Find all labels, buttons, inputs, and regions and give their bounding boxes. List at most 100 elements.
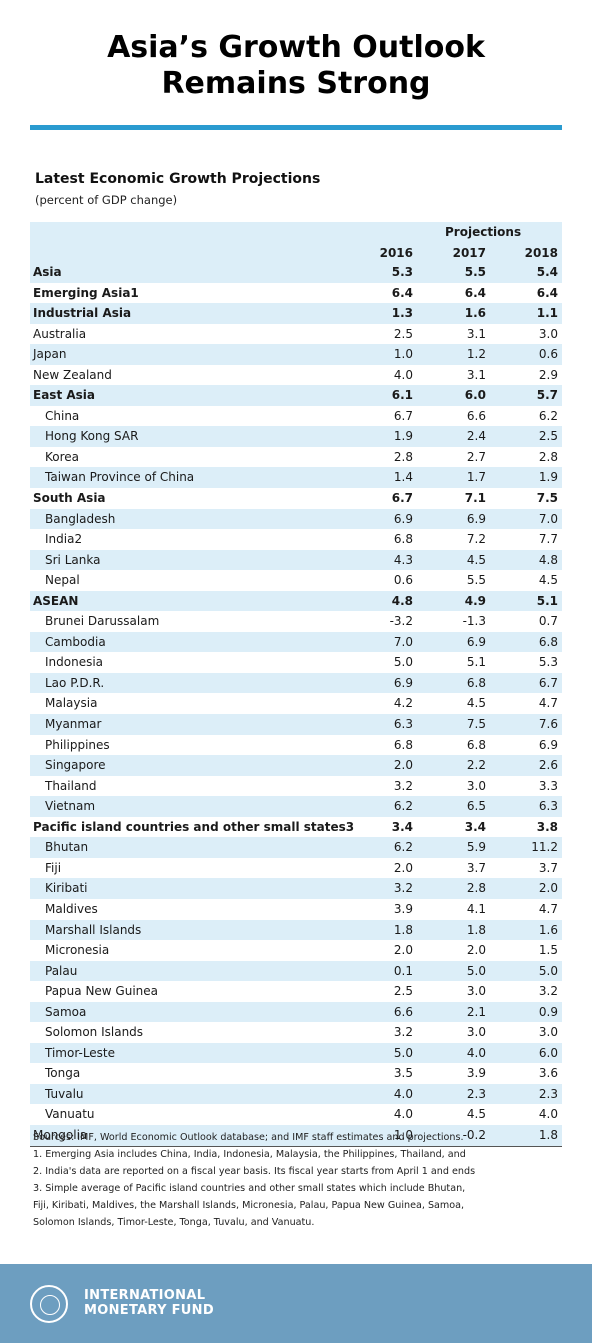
row-label: Sri Lanka	[45, 552, 101, 567]
row-label: Korea	[45, 449, 80, 464]
value-2017: 6.6	[466, 408, 486, 423]
row-label: Lao P.D.R.	[45, 675, 105, 690]
table-row: South Asia 6.7 7.1 7.5	[30, 488, 562, 509]
value-2018: 1.8	[538, 1127, 558, 1142]
value-2018: 6.3	[538, 799, 558, 814]
value-2018: 5.7	[536, 388, 558, 403]
value-2017: 4.0	[466, 1045, 486, 1060]
row-label: Marshall Islands	[45, 922, 142, 937]
value-2018: 2.5	[538, 429, 558, 444]
table-row: Marshall Islands 1.8 1.8 1.6	[30, 919, 562, 941]
table-row: Fiji 2.0 3.7 3.7	[30, 858, 562, 879]
value-2016: 6.2	[393, 799, 413, 814]
value-2017: 6.5	[466, 799, 486, 814]
table-row: China 6.7 6.6 6.2	[30, 406, 562, 427]
value-2016: 0.6	[393, 573, 413, 588]
value-2018: 6.8	[538, 634, 558, 649]
value-2016: 2.8	[393, 449, 413, 464]
table-body: Asia 5.3 5.5 5.4 Emerging Asia1 6.4 6.4 6.4 Indu…	[30, 262, 562, 1146]
row-label: ASEAN	[33, 593, 79, 608]
value-2018: 1.5	[538, 943, 558, 958]
imf-logo-text[interactable]: INTERNATIONAL MONETARY FUND	[84, 1288, 214, 1318]
value-2018: 2.3	[538, 1086, 558, 1101]
row-label: Malaysia	[45, 696, 98, 711]
value-2016: 2.0	[393, 943, 413, 958]
value-2016: 1.0	[393, 1127, 413, 1142]
table-row: Mongolia 1.0 -0.2 1.8	[30, 1124, 562, 1146]
note-2: 2. India's data are reported on a fiscal…	[33, 1166, 476, 1177]
value-2017: -0.2	[462, 1127, 486, 1142]
value-2017: 6.9	[466, 634, 486, 649]
table-row: Korea 2.8 2.7 2.8	[30, 447, 562, 468]
value-2016: 6.6	[393, 1004, 413, 1019]
value-2018: 1.6	[538, 922, 558, 937]
value-2017: 2.4	[466, 429, 486, 444]
value-2017: 6.8	[466, 737, 486, 752]
table-subtitle: (percent of GDP change)	[35, 193, 178, 207]
year-header-2016: 2016	[379, 246, 413, 260]
note-1: 1. Emerging Asia includes China, India, …	[33, 1149, 466, 1160]
value-2018: 0.7	[538, 614, 558, 629]
value-2017: 6.0	[464, 388, 486, 403]
value-2016: 1.8	[393, 922, 413, 937]
value-2016: 6.1	[391, 388, 413, 403]
table-title: Latest Economic Growth Projections	[35, 171, 321, 187]
value-2017: 3.0	[466, 778, 486, 793]
value-2016: 6.7	[393, 408, 413, 423]
value-2017: 3.0	[466, 984, 486, 999]
value-2016: 4.2	[393, 696, 413, 711]
value-2018: 4.5	[538, 573, 558, 588]
row-label: Indonesia	[45, 655, 104, 670]
value-2016: 6.8	[393, 737, 413, 752]
row-label: Australia	[33, 326, 87, 341]
value-2016: 1.9	[393, 429, 413, 444]
value-2016: 4.0	[393, 1107, 413, 1122]
value-2018: 2.0	[538, 881, 558, 896]
imf-seal-icon	[30, 1285, 68, 1323]
row-label: Industrial Asia	[33, 306, 132, 321]
title-line-1: Asia’s Growth Outlook	[107, 30, 485, 65]
table-row: Palau 0.1 5.0 5.0	[30, 960, 562, 982]
row-label: South Asia	[33, 491, 106, 506]
value-2016: 3.2	[393, 778, 413, 793]
row-label: Solomon Islands	[45, 1025, 144, 1040]
row-label: Samoa	[45, 1004, 87, 1019]
value-2018: 4.0	[538, 1107, 558, 1122]
value-2018: 6.4	[536, 285, 558, 300]
table-row: Tonga 3.5 3.9 3.6	[30, 1063, 562, 1084]
value-2016: -3.2	[389, 614, 413, 629]
table-row: Emerging Asia1 6.4 6.4 6.4	[30, 283, 562, 304]
value-2018: 7.5	[536, 491, 558, 506]
table-header-years: 2016 2017 2018	[30, 242, 562, 262]
title-divider	[30, 125, 562, 130]
value-2018: 2.9	[538, 367, 558, 382]
title-line-2: Remains Strong	[161, 66, 431, 101]
value-2018: 4.7	[538, 901, 558, 916]
table-notes: Sources: IMF, World Economic Outlook dat…	[33, 1129, 563, 1231]
row-label: Hong Kong SAR	[45, 429, 139, 444]
value-2016: 6.9	[393, 511, 413, 526]
value-2018: 4.7	[538, 696, 558, 711]
row-label: Vanuatu	[45, 1107, 95, 1122]
value-2018: 11.2	[531, 840, 558, 855]
table-row: Hong Kong SAR 1.9 2.4 2.5	[30, 426, 562, 447]
table-row: Timor-Leste 5.0 4.0 6.0	[30, 1042, 562, 1064]
table-row: Papua New Guinea 2.5 3.0 3.2	[30, 981, 562, 1002]
value-2017: 1.7	[466, 470, 486, 485]
value-2018: 6.0	[538, 1045, 558, 1060]
table-row: Tuvalu 4.0 2.3 2.3	[30, 1083, 562, 1105]
note-sources: Sources: IMF, World Economic Outlook dat…	[33, 1132, 464, 1143]
value-2017: 4.1	[466, 901, 486, 916]
row-label: Tuvalu	[45, 1086, 84, 1101]
value-2016: 4.8	[391, 593, 413, 608]
row-label: Philippines	[45, 737, 110, 752]
footer-bar: INTERNATIONAL MONETARY FUND	[0, 1264, 592, 1343]
row-label: Maldives	[45, 901, 98, 916]
value-2016: 5.0	[393, 1045, 413, 1060]
table-row: Philippines 6.8 6.8 6.9	[30, 735, 562, 756]
value-2017: 2.2	[466, 758, 486, 773]
value-2016: 4.0	[393, 1086, 413, 1101]
value-2017: 4.5	[466, 1107, 486, 1122]
value-2017: 3.9	[466, 1066, 486, 1081]
value-2017: 3.7	[466, 860, 486, 875]
